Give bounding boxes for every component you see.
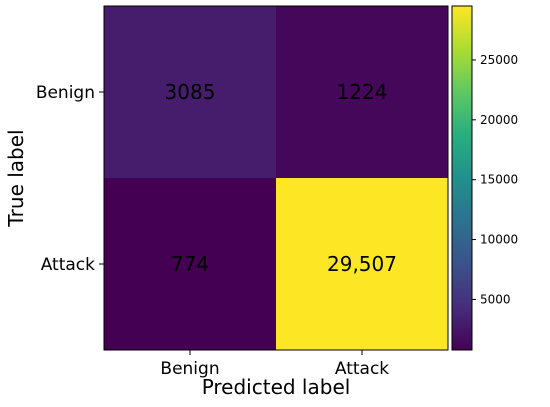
y-tick-label: Attack <box>41 255 95 275</box>
colorbar-ticks: 5000 10000 15000 20000 25000 <box>472 53 518 306</box>
colorbar-tick-label: 15000 <box>480 173 518 187</box>
x-axis-ticks: Benign Attack <box>160 350 389 379</box>
colorbar-tick-label: 5000 <box>480 292 511 306</box>
colorbar-tick-label: 25000 <box>480 53 518 67</box>
matrix-cell-1-1 <box>276 178 448 350</box>
matrix-cells <box>104 6 448 350</box>
matrix-cell-label-1-0: 774 <box>171 252 209 276</box>
colorbar-tick-label: 20000 <box>480 113 518 127</box>
matrix-cell-label-0-0: 3085 <box>165 80 216 104</box>
colorbar-tick-label: 10000 <box>480 233 518 247</box>
plot-frame <box>103 5 449 351</box>
x-tick-label: Attack <box>335 359 389 379</box>
matrix-cell-label-0-1: 1224 <box>337 80 388 104</box>
x-tick-label: Benign <box>160 359 219 379</box>
matrix-cell-0-0 <box>104 6 276 178</box>
y-tick-label: Benign <box>36 83 95 103</box>
matrix-cell-0-1 <box>276 6 448 178</box>
matrix-cell-labels: 3085 1224 774 29,507 <box>165 80 397 276</box>
colorbar <box>451 5 473 351</box>
x-axis-label: Predicted label <box>202 375 351 399</box>
matrix-cell-label-1-1: 29,507 <box>327 252 397 276</box>
y-axis-label: True label <box>4 129 28 227</box>
y-axis-ticks: Benign Attack <box>36 83 104 275</box>
matrix-cell-1-0 <box>104 178 276 350</box>
